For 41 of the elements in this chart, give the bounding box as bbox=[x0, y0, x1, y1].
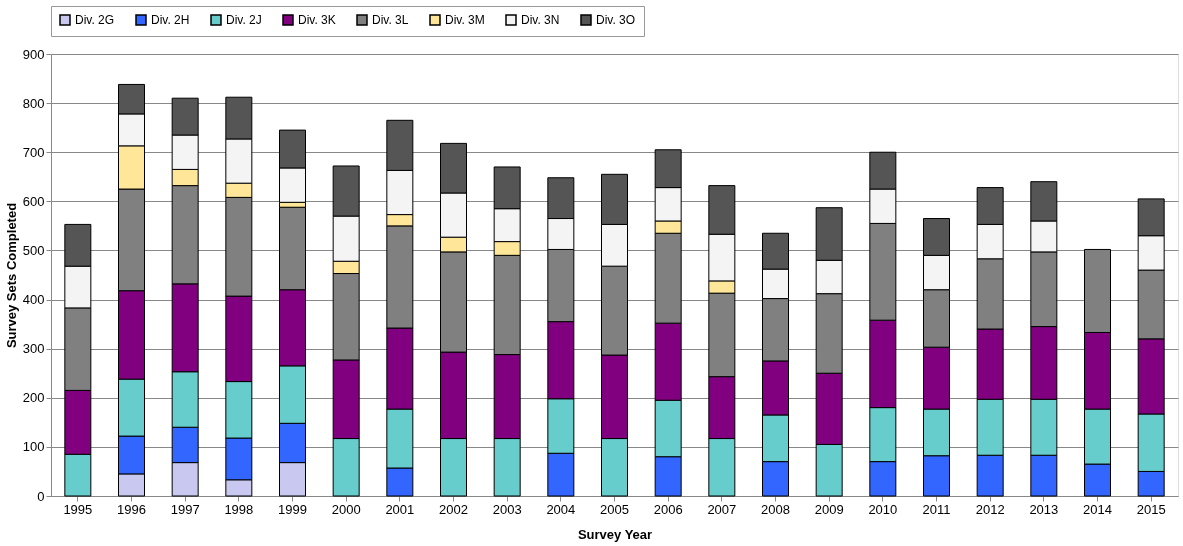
x-tick-label: 1996 bbox=[117, 501, 146, 517]
x-tick-label: 2012 bbox=[975, 501, 1005, 517]
x-tick-label: 2000 bbox=[331, 501, 361, 517]
x-tick-label: 2013 bbox=[1029, 501, 1059, 517]
legend-label: Div. 2H bbox=[151, 13, 190, 27]
legend-label: Div. 3O bbox=[596, 13, 636, 27]
x-tick-label: 1999 bbox=[278, 501, 307, 517]
y-tick-label: 400 bbox=[22, 292, 45, 308]
y-tick-label: 300 bbox=[22, 341, 45, 357]
x-tick-label: 2010 bbox=[868, 501, 898, 517]
x-tick-label: 2015 bbox=[1136, 501, 1166, 517]
x-tick-label: 1998 bbox=[224, 501, 254, 517]
x-tick-label: 2004 bbox=[546, 501, 576, 517]
legend-label: Div. 3M bbox=[445, 13, 485, 27]
y-tick-label: 900 bbox=[22, 46, 45, 62]
y-axis-title: Survey Sets Completed bbox=[3, 202, 19, 349]
x-tick-label: 2008 bbox=[761, 501, 790, 517]
y-tick-label: 700 bbox=[22, 144, 45, 160]
legend-label: Div. 2G bbox=[75, 13, 115, 27]
x-axis-title: Survey Year bbox=[577, 526, 653, 542]
x-tick-label: 2001 bbox=[385, 501, 415, 517]
y-tick-label: 600 bbox=[22, 193, 45, 209]
legend-label: Div. 3K bbox=[298, 13, 336, 27]
x-tick-label: 2002 bbox=[439, 501, 468, 517]
legend-label: Div. 2J bbox=[226, 13, 262, 27]
x-tick-label: 2011 bbox=[922, 501, 951, 517]
x-tick-label: 2007 bbox=[707, 501, 737, 517]
x-tick-label: 2014 bbox=[1083, 501, 1112, 517]
x-tick-label: 1995 bbox=[63, 501, 93, 517]
y-tick-label: 100 bbox=[22, 439, 45, 455]
x-tick-label: 2006 bbox=[653, 501, 683, 517]
x-tick-label: 2005 bbox=[600, 501, 629, 517]
x-tick-label: 2009 bbox=[814, 501, 844, 517]
y-tick-label: 800 bbox=[22, 95, 45, 111]
legend-label: Div. 3N bbox=[521, 13, 560, 27]
y-tick-label: 200 bbox=[22, 390, 45, 406]
y-tick-label: 0 bbox=[37, 488, 45, 504]
y-tick-label: 500 bbox=[22, 242, 45, 258]
x-tick-label: 2003 bbox=[492, 501, 522, 517]
x-tick-label: 1997 bbox=[170, 501, 200, 517]
legend-label: Div. 3L bbox=[372, 13, 409, 27]
